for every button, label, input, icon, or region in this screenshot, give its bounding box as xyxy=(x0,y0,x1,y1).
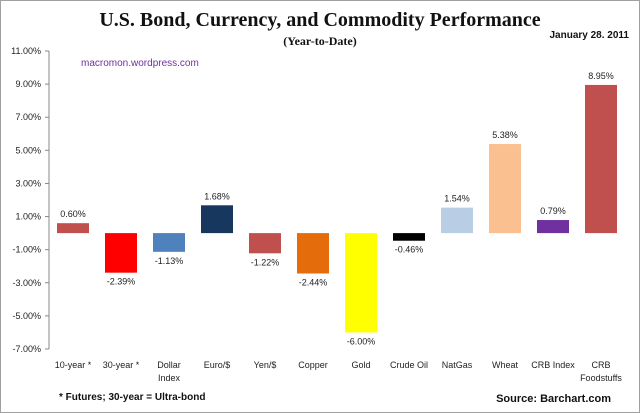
y-tick-label: -7.00% xyxy=(12,344,41,354)
data-label: -6.00% xyxy=(347,336,376,346)
y-tick-label: -3.00% xyxy=(12,278,41,288)
x-tick-label: Copper xyxy=(298,360,328,370)
data-label: 1.68% xyxy=(204,191,230,201)
x-tick-label: Foodstuffs xyxy=(580,373,622,383)
x-tick-label: CRB xyxy=(591,360,610,370)
bar-crb-foodstuffs xyxy=(585,84,617,234)
x-tick-label: 10-year * xyxy=(55,360,92,370)
bar-crude-oil xyxy=(393,233,425,241)
footnote: * Futures; 30-year = Ultra-bond xyxy=(59,392,206,403)
y-tick-label: -5.00% xyxy=(12,311,41,321)
bar-10-year- xyxy=(57,223,89,234)
data-label: 8.95% xyxy=(588,71,614,81)
data-label: -2.39% xyxy=(107,277,136,287)
bar-gold xyxy=(345,233,377,333)
data-label: 5.38% xyxy=(492,130,518,140)
bar-crb-index xyxy=(537,220,569,234)
bar-30-year- xyxy=(105,233,137,273)
bar-dollar-index xyxy=(153,233,185,252)
y-tick-label: 11.00% xyxy=(11,46,41,56)
y-tick-label: 1.00% xyxy=(15,212,41,222)
chart-title: U.S. Bond, Currency, and Commodity Perfo… xyxy=(99,9,541,31)
bar-yen- xyxy=(249,233,281,254)
x-tick-label: CRB Index xyxy=(531,360,575,370)
data-label: -2.44% xyxy=(299,278,328,288)
x-tick-label: Gold xyxy=(351,360,370,370)
data-label: 0.79% xyxy=(540,206,566,216)
y-tick-label: -1.00% xyxy=(12,245,41,255)
data-label: 0.60% xyxy=(60,209,86,219)
y-tick-label: 3.00% xyxy=(15,178,41,188)
y-tick-label: 9.00% xyxy=(15,79,41,89)
x-tick-label: Crude Oil xyxy=(390,360,428,370)
chart-date: January 28. 2011 xyxy=(549,30,629,41)
x-tick-label: Dollar xyxy=(157,360,181,370)
data-label: -1.22% xyxy=(251,257,280,267)
x-tick-label: Yen/$ xyxy=(254,360,277,370)
x-tick-label: Wheat xyxy=(492,360,519,370)
y-tick-label: 7.00% xyxy=(15,112,41,122)
x-tick-label: 30-year * xyxy=(103,360,140,370)
chart-subtitle: (Year-to-Date) xyxy=(283,34,357,48)
data-label: -1.13% xyxy=(155,256,184,266)
bar-euro- xyxy=(201,205,233,234)
bar-wheat xyxy=(489,144,521,234)
bar-copper xyxy=(297,233,329,274)
x-tick-label: Euro/$ xyxy=(204,360,231,370)
source-note: Source: Barchart.com xyxy=(496,393,611,405)
y-tick-label: 5.00% xyxy=(15,145,41,155)
data-label: -0.46% xyxy=(395,245,424,255)
data-label: 1.54% xyxy=(444,194,470,204)
bar-natgas xyxy=(441,207,473,234)
watermark: macromon.wordpress.com xyxy=(81,58,199,69)
x-tick-label: NatGas xyxy=(442,360,473,370)
x-tick-label: Index xyxy=(158,373,181,383)
